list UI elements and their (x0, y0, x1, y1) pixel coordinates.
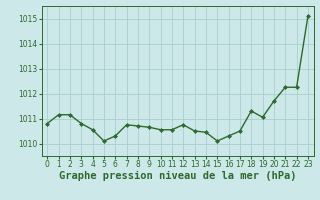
X-axis label: Graphe pression niveau de la mer (hPa): Graphe pression niveau de la mer (hPa) (59, 171, 296, 181)
